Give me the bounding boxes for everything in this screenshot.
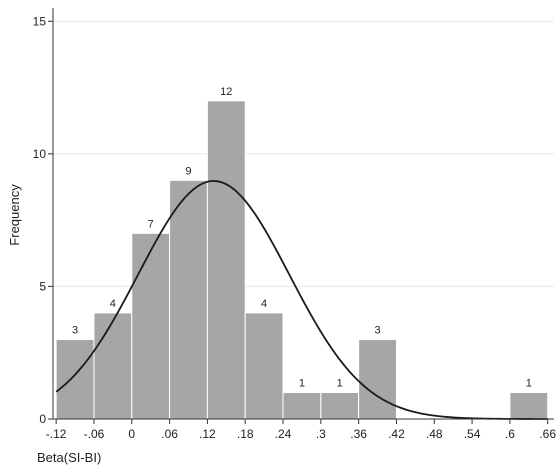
x-tick-label-6: .24 [275, 427, 292, 441]
y-axis-ticks: 0 5 10 15 [33, 14, 53, 426]
bar-4 [206, 100, 246, 420]
bar-label-0: 3 [72, 324, 78, 336]
normal-density-curve [55, 180, 548, 420]
bar-5 [244, 312, 284, 420]
bar-8 [358, 338, 397, 420]
x-tick-label-13: .66 [539, 427, 556, 441]
bar-1 [93, 312, 133, 420]
x-axis-title: Beta(SI-BI) [37, 450, 101, 465]
axes [52, 8, 554, 420]
y-tick-label-0: 0 [39, 412, 46, 426]
x-tick-label-1: -.06 [84, 427, 105, 441]
y-tick-label-3: 15 [33, 14, 47, 28]
x-tick-label-7: .3 [316, 427, 326, 441]
x-tick-label-10: .48 [426, 427, 443, 441]
bar-0 [55, 338, 95, 420]
bar-3 [169, 179, 208, 420]
bar-2 [131, 232, 171, 420]
y-axis-title: Frequency [7, 184, 22, 246]
bar-count-labels: 3 4 7 9 12 4 1 1 3 1 [72, 86, 532, 390]
x-tick-label-4: .12 [199, 427, 216, 441]
bar-label-2: 7 [148, 218, 154, 230]
bar-label-1: 4 [110, 298, 116, 310]
x-tick-label-12: .6 [505, 427, 515, 441]
grid-lines [53, 20, 554, 287]
x-tick-label-8: .36 [350, 427, 367, 441]
x-tick-label-0: -.12 [46, 427, 67, 441]
x-axis-ticks: -.12 -.06 0 .06 .12 .18 .24 .3 .36 .42 .48 .54 .6 .66 [46, 419, 556, 441]
x-tick-label-2: 0 [128, 427, 135, 441]
bar-6 [282, 391, 322, 420]
bar-7 [320, 391, 360, 420]
bar-label-5: 4 [261, 298, 267, 310]
x-tick-label-11: .54 [464, 427, 481, 441]
bar-12 [509, 391, 549, 420]
bar-label-6: 1 [299, 377, 305, 389]
x-tick-label-9: .42 [388, 427, 405, 441]
bar-label-7: 1 [337, 377, 343, 389]
histogram-bars [55, 100, 549, 420]
bar-label-4: 12 [220, 86, 232, 98]
x-tick-label-5: .18 [237, 427, 254, 441]
bar-label-8: 3 [374, 324, 380, 336]
bar-label-3: 9 [185, 165, 191, 177]
y-tick-label-2: 10 [33, 147, 47, 161]
x-tick-label-3: .06 [161, 427, 178, 441]
bar-label-12: 1 [526, 377, 532, 389]
y-tick-label-1: 5 [39, 279, 46, 293]
